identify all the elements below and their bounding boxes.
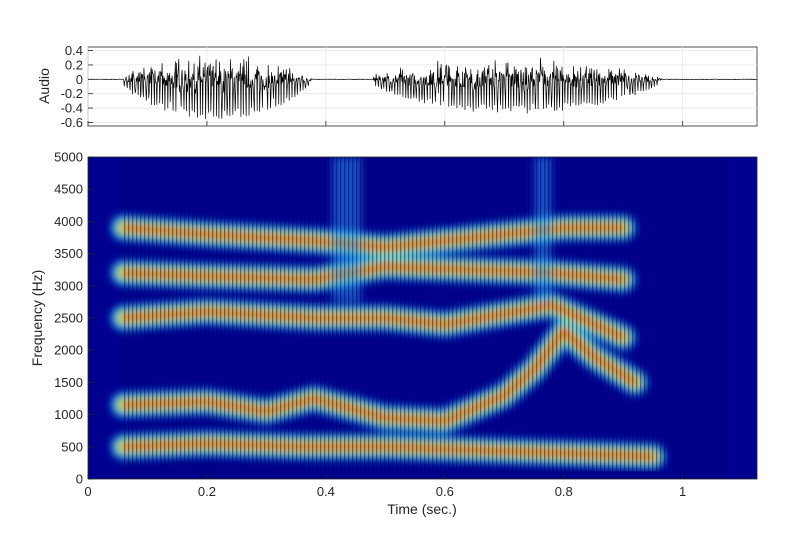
audio-y-tick-label: 0.2 bbox=[65, 57, 83, 72]
spectrogram-x-tick-label: 1 bbox=[679, 484, 686, 499]
spectrogram-x-tick-label: 0.2 bbox=[198, 484, 216, 499]
spectrogram-x-tick-label: 0.8 bbox=[555, 484, 573, 499]
audio-waveform-line bbox=[88, 55, 757, 120]
audio-waveform-trace bbox=[88, 55, 757, 120]
spectrogram-y-tick-label: 3500 bbox=[54, 246, 83, 261]
spectrogram-x-tick-label: 0 bbox=[84, 484, 91, 499]
spectrogram-y-tick-label: 1500 bbox=[54, 375, 83, 390]
spectrogram-y-tick-label: 5000 bbox=[54, 150, 83, 165]
spectrogram-y-tick-label: 3000 bbox=[54, 278, 83, 293]
spectrogram-y-tick-label: 1000 bbox=[54, 407, 83, 422]
audio-y-tick-label: -0.6 bbox=[61, 115, 83, 130]
audio-y-tick-label: -0.2 bbox=[61, 86, 83, 101]
spectrogram-x-axis-label: Time (sec.) bbox=[387, 501, 456, 517]
audio-waveform-plot: 0.40.20-0.2-0.4-0.6 Audio bbox=[36, 43, 758, 130]
audio-y-tick-label: 0 bbox=[76, 72, 83, 87]
audio-y-tick-label: -0.4 bbox=[61, 101, 83, 116]
audio-x-ticks bbox=[87, 121, 684, 126]
spectrogram-y-tick-label: 0 bbox=[76, 472, 83, 487]
audio-y-tick-labels: 0.40.20-0.2-0.4-0.6 bbox=[61, 43, 93, 130]
spectrogram-x-tick-label: 0.6 bbox=[436, 484, 454, 499]
spectrogram-plot: 0 500 1000 1500 2000 2500 3000 3500 4000 4500 5000… bbox=[29, 150, 758, 517]
spectrogram-pitch-striations bbox=[122, 157, 722, 479]
spectrogram-x-tick-label: 0.4 bbox=[317, 484, 335, 499]
spectrogram-y-tick-label: 4000 bbox=[54, 214, 83, 229]
spectrogram-y-tick-label: 2000 bbox=[54, 343, 83, 358]
audio-y-tick-label: 0.4 bbox=[65, 43, 83, 58]
spectrogram-y-tick-labels: 0 500 1000 1500 2000 2500 3000 3500 4000 4500 5000 bbox=[54, 150, 93, 487]
spectrogram-y-tick-label: 2500 bbox=[54, 311, 83, 326]
spectrogram-x-tick-labels: 0 0.2 0.4 0.6 0.8 1 bbox=[84, 474, 686, 499]
spectrogram-y-tick-label: 4500 bbox=[54, 182, 83, 197]
spectrogram-y-axis-label: Frequency (Hz) bbox=[29, 270, 45, 366]
audio-y-axis-label: Audio bbox=[36, 68, 52, 104]
spectrogram-y-tick-label: 500 bbox=[61, 439, 83, 454]
